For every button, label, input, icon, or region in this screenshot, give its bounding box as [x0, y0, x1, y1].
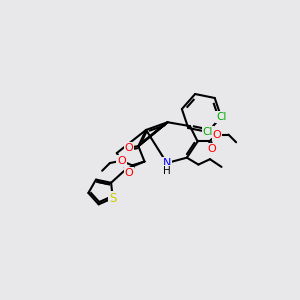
Text: O: O: [207, 144, 216, 154]
Text: O: O: [212, 130, 221, 140]
Text: N: N: [163, 158, 171, 168]
Text: S: S: [109, 191, 116, 205]
Text: Cl: Cl: [216, 112, 226, 122]
Text: H: H: [163, 166, 171, 176]
Text: Cl: Cl: [203, 127, 213, 137]
Text: O: O: [125, 143, 134, 153]
Text: O: O: [117, 156, 126, 166]
Text: N: N: [163, 158, 171, 168]
Text: H: H: [162, 164, 169, 174]
Text: O: O: [125, 168, 134, 178]
